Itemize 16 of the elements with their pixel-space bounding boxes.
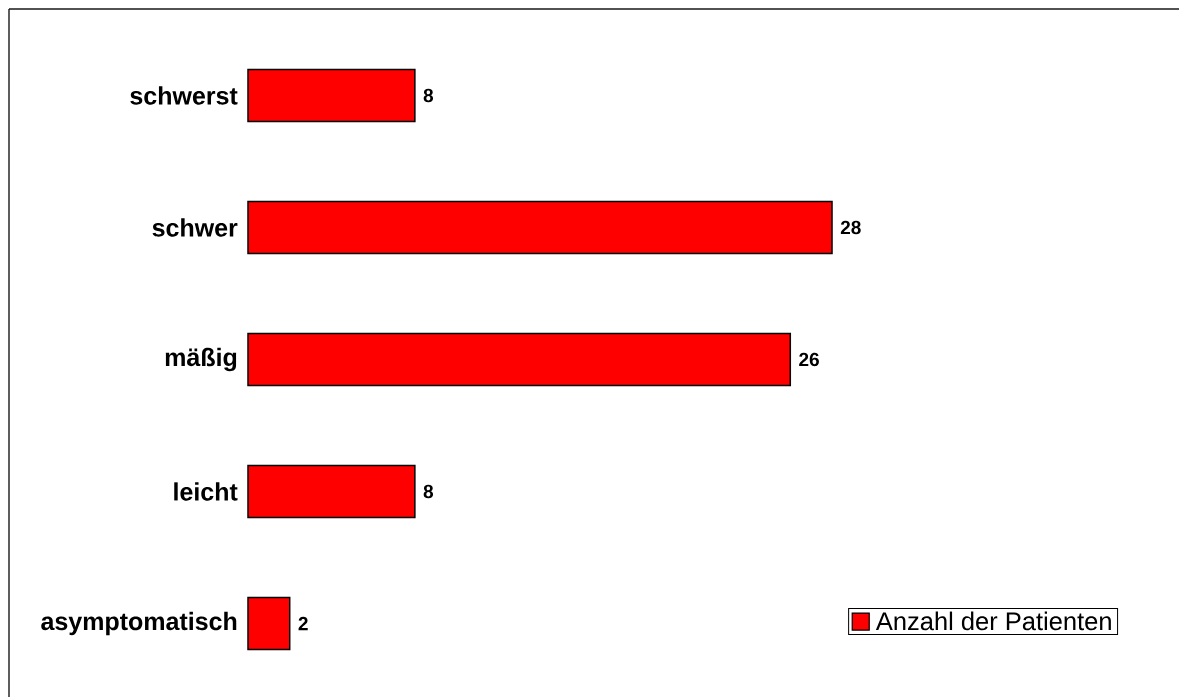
data-label: 26 <box>799 352 819 367</box>
data-label: 8 <box>423 88 434 103</box>
bar <box>247 200 833 255</box>
y-tick-label: schwer <box>152 218 238 237</box>
data-label: 28 <box>840 220 861 235</box>
y-tick-label: schwerst <box>130 86 238 105</box>
bar <box>247 596 291 651</box>
y-tick-label: leicht <box>174 482 238 501</box>
bar <box>247 464 416 519</box>
data-label: 2 <box>298 616 308 631</box>
y-tick-label: asymptomatisch <box>41 611 237 636</box>
bar <box>247 68 416 123</box>
bar <box>247 332 792 387</box>
y-tick-label: mäßig <box>165 347 237 372</box>
data-label: 8 <box>423 484 434 499</box>
legend-label: Anzahl der Patienten <box>875 611 1111 631</box>
